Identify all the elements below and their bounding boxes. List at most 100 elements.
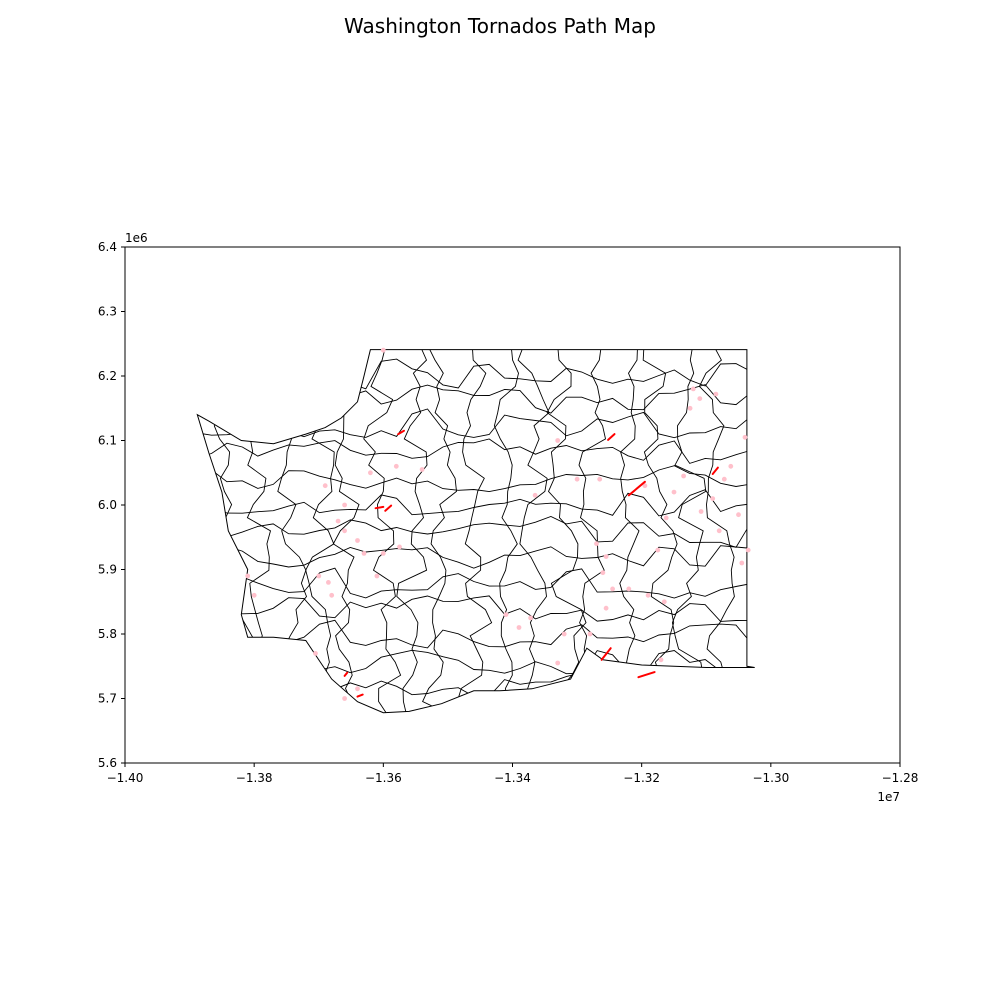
tornado-point (645, 592, 651, 598)
tornado-point (710, 496, 716, 501)
boundary-line (456, 349, 493, 713)
tornado-point (574, 476, 580, 482)
tornado-path (384, 504, 393, 512)
tornado-point (397, 544, 402, 550)
tornado-point (380, 347, 386, 353)
boundary-line (197, 516, 752, 548)
tornado-point (713, 391, 719, 397)
tornado-point (555, 438, 561, 443)
y-axis: 5.6 5.7 5.8 5.9 6.0 6.1 6.2 6.3 6.4 (98, 240, 125, 770)
y-tick-label: 6.4 (98, 240, 117, 254)
y-tick-label: 5.9 (98, 563, 117, 577)
tornado-point (687, 405, 693, 411)
y-multiplier-label: 1e6 (125, 231, 148, 245)
tornado-path (374, 505, 385, 510)
tornado-point (503, 612, 509, 617)
tornado-point (642, 483, 648, 489)
tornado-path (711, 466, 719, 475)
x-tick-label: −1.30 (752, 771, 789, 785)
tornado-point (661, 599, 667, 605)
boundary-line (698, 349, 735, 713)
tornado-point (671, 489, 677, 495)
tornado-point (342, 502, 347, 508)
tornado-point (721, 476, 727, 482)
tornado-point (528, 615, 533, 621)
tornado-point (374, 573, 380, 579)
tornado-point (698, 509, 704, 514)
tornado-point (587, 631, 593, 637)
tornado-paths-layer (343, 429, 719, 698)
tornado-point (594, 541, 599, 547)
x-multiplier-label: 1e7 (877, 790, 900, 804)
tornado-path (397, 429, 405, 436)
tornado-point (739, 560, 745, 566)
boundary-line (493, 349, 519, 713)
tornado-point (329, 592, 335, 598)
tornado-point (610, 586, 615, 592)
tornado-point (393, 463, 399, 469)
boundary-line (363, 349, 402, 713)
boundary-line (517, 349, 550, 713)
tornado-path (607, 433, 616, 441)
tornado-point (597, 476, 603, 482)
y-tick-label: 6.3 (98, 305, 117, 319)
boundary-line (613, 349, 640, 713)
y-tick-label: 5.7 (98, 692, 117, 706)
tornado-path (637, 671, 656, 679)
x-tick-label: −1.32 (623, 771, 660, 785)
tornado-point (326, 580, 331, 585)
tornado-point (251, 592, 257, 598)
tornado-point (419, 467, 425, 472)
x-tick-label: −1.36 (365, 771, 402, 785)
tornado-point (655, 547, 661, 553)
tornado-point (313, 651, 318, 656)
boundary-line (197, 567, 752, 599)
tornado-point (690, 386, 696, 392)
tornado-point (697, 396, 703, 401)
tornado-point (380, 551, 386, 556)
x-axis: −1.40 −1.38 −1.36 −1.34 −1.32 −1.30 −1.28 (107, 763, 919, 785)
x-tick-label: −1.38 (236, 771, 273, 785)
x-tick-label: −1.40 (107, 771, 144, 785)
tornado-point (245, 573, 251, 579)
x-tick-label: −1.34 (494, 771, 531, 785)
boundary-line (667, 349, 707, 713)
tornado-path (343, 671, 349, 677)
page-title: Washington Tornados Path Map (344, 14, 656, 38)
tornado-point (516, 625, 522, 630)
y-tick-label: 5.8 (98, 627, 117, 641)
tornado-point (742, 434, 748, 440)
tornado-path (600, 647, 612, 661)
tornado-path (356, 693, 364, 698)
tornado-point (532, 492, 538, 498)
boundary-line (396, 349, 428, 713)
tornado-point (716, 528, 722, 534)
tornado-point (355, 686, 360, 692)
y-tick-label: 5.6 (98, 756, 117, 770)
tornado-point (561, 631, 567, 637)
tornado-point (663, 515, 669, 521)
tornado-point (368, 470, 373, 476)
tornado-point (316, 573, 322, 579)
y-tick-label: 6.0 (98, 498, 117, 512)
boundary-line (546, 349, 587, 713)
tornado-point (658, 657, 664, 663)
tornado-point (736, 512, 741, 518)
tornado-point (355, 538, 360, 543)
tornado-point (361, 551, 367, 556)
tornado-point (322, 483, 328, 489)
x-tick-label: −1.28 (882, 771, 919, 785)
boundary-line (197, 465, 752, 493)
boundary-line (197, 545, 752, 569)
tornado-point (681, 473, 686, 479)
boundary-line (197, 489, 752, 517)
tornado-point (335, 518, 341, 524)
tornado-point (555, 660, 561, 666)
boundary-line (197, 595, 752, 622)
tornado-point (342, 528, 347, 534)
boundary-line (422, 349, 457, 713)
tornado-point (745, 547, 751, 553)
tornado-point (603, 554, 609, 559)
tornado-path (627, 480, 646, 497)
